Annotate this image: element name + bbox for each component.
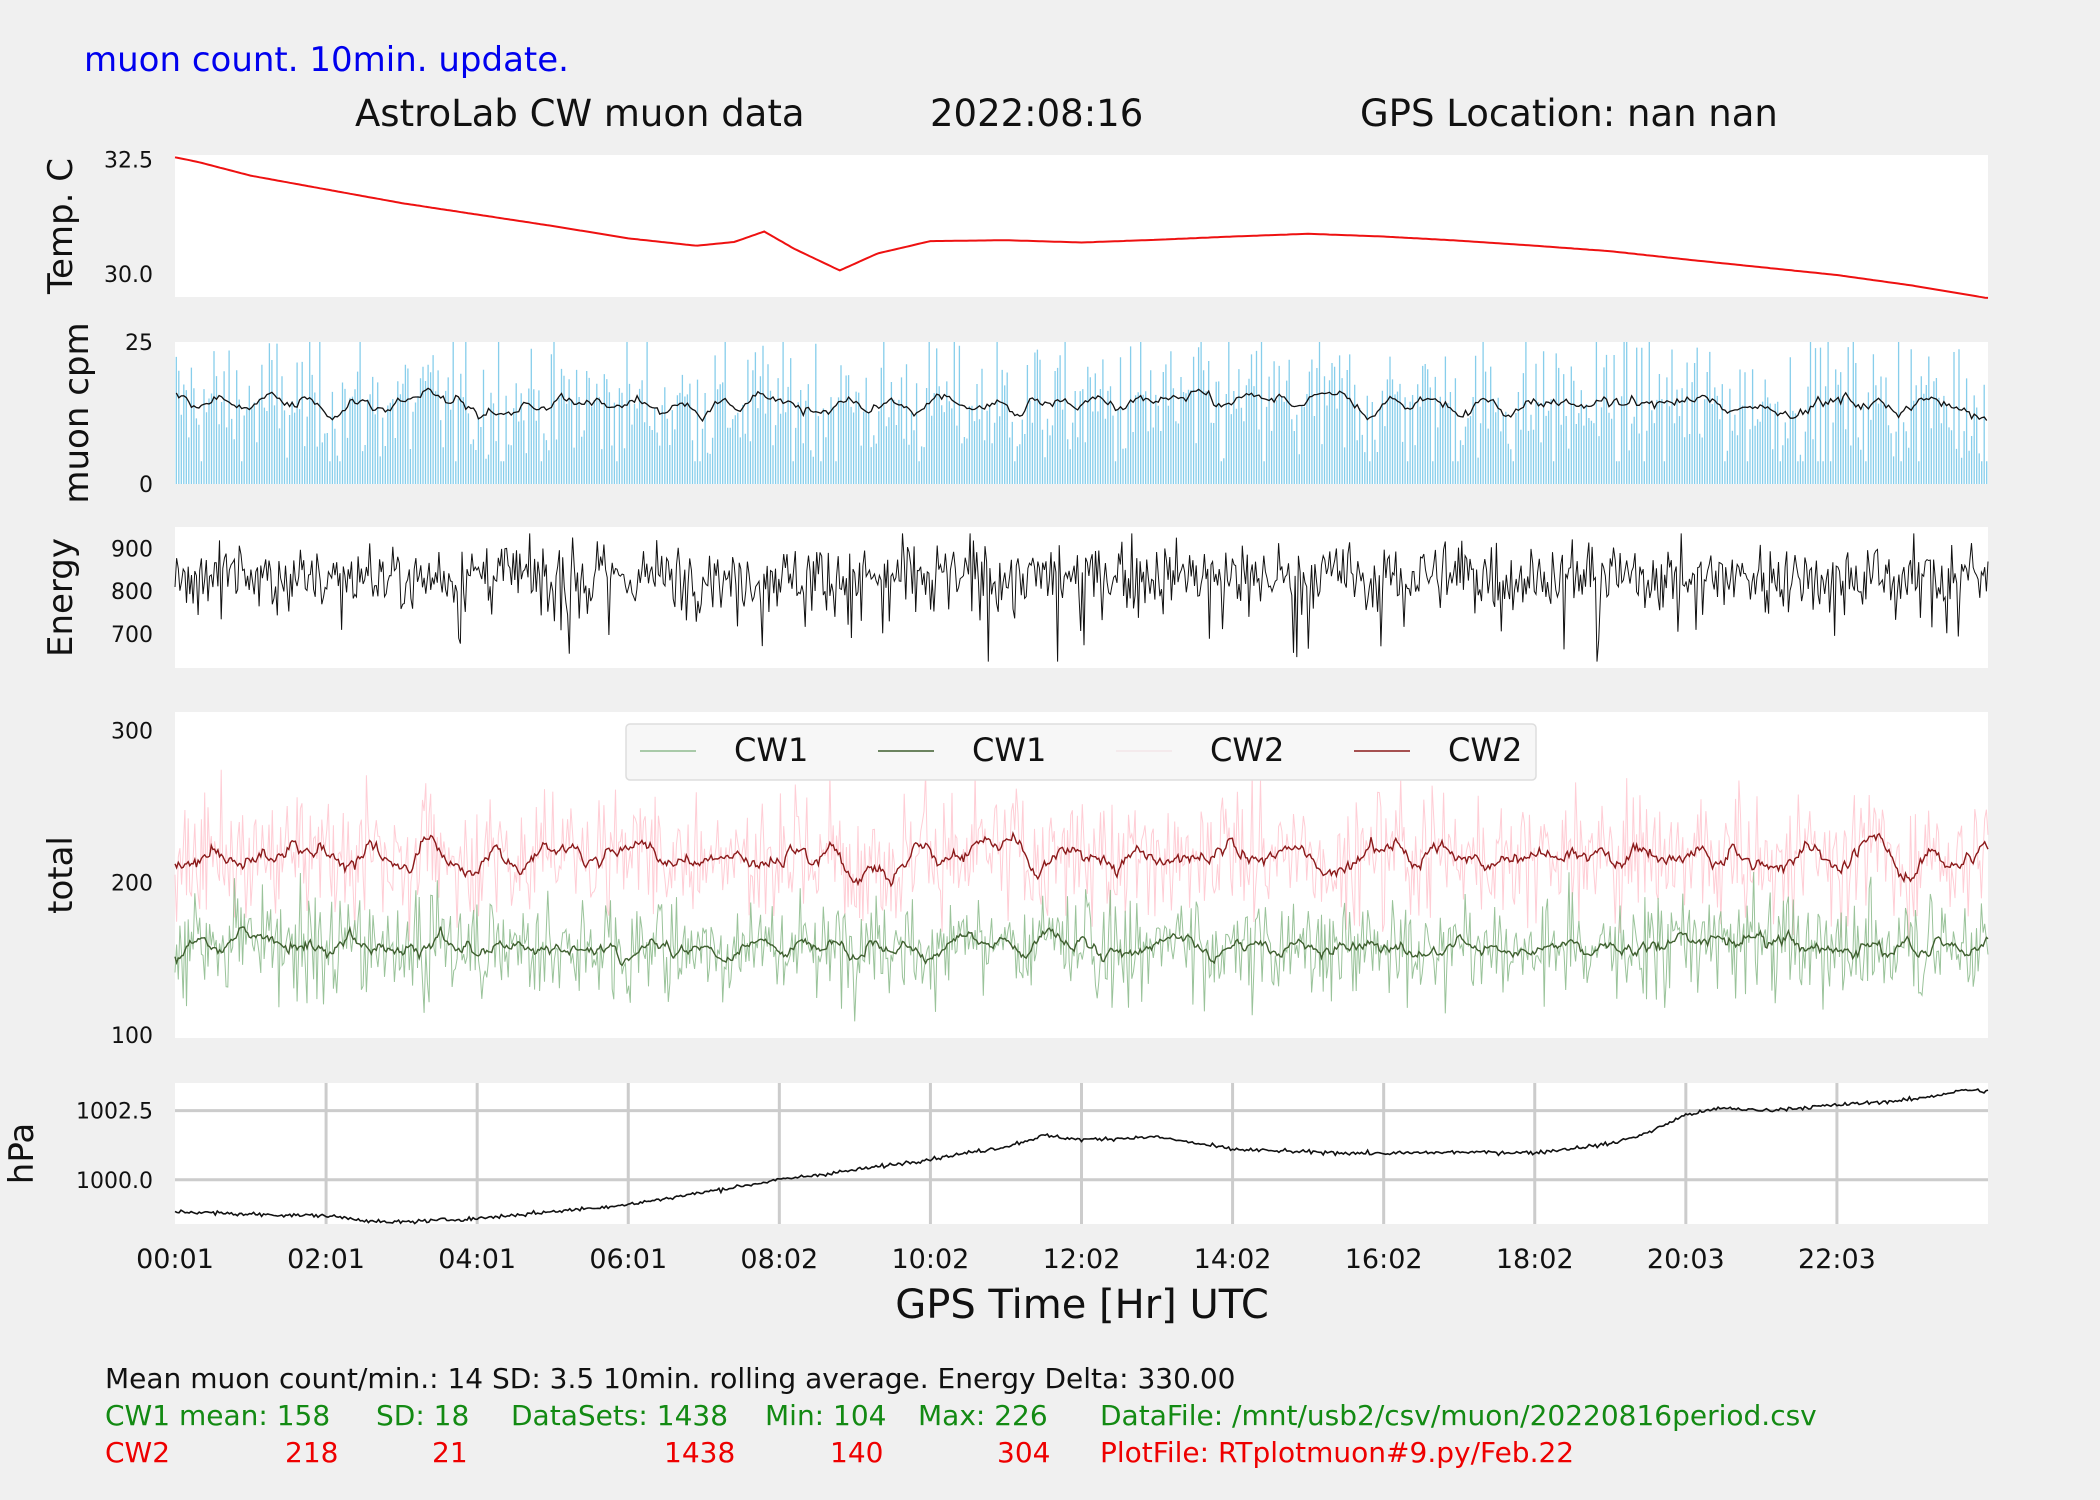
cw1-raw-line — [174, 871, 1989, 1022]
x-tick-label: 04:01 — [438, 1244, 516, 1275]
temperature-line — [174, 156, 1989, 299]
x-tick-label: 20:03 — [1647, 1244, 1725, 1275]
legend-cw1-avg-label: CW1 — [972, 731, 1046, 769]
y-tick-label: 0 — [139, 473, 153, 498]
plotfile-name: PlotFile: RTplotmuon#9.py/Feb.22 — [1100, 1436, 1575, 1469]
x-tick-label: 08:02 — [740, 1244, 818, 1275]
x-axis-label: GPS Time [Hr] UTC — [895, 1282, 1269, 1328]
y-tick-label: 200 — [111, 872, 153, 897]
muon-cpm-bars — [175, 342, 1988, 484]
datafile-path: DataFile: /mnt/usb2/csv/muon/20220816per… — [1100, 1399, 1817, 1432]
cw1-datasets: DataSets: 1438 — [511, 1399, 729, 1432]
panel-muon-cpm-plot-area — [175, 342, 1988, 484]
cw2-min: 140 — [830, 1436, 884, 1469]
cw1-rolling-average-line — [174, 925, 1989, 967]
y-tick-label: 800 — [111, 580, 153, 605]
x-tick-label: 06:01 — [589, 1244, 667, 1275]
y-tick-label: 32.5 — [104, 149, 153, 174]
cw2-sd: 21 — [432, 1436, 468, 1469]
x-tick-label: 02:01 — [287, 1244, 365, 1275]
gps-location: GPS Location: nan nan — [1360, 92, 1778, 135]
y-tick-label: 700 — [111, 623, 153, 648]
stats-summary: Mean muon count/min.: 14 SD: 3.5 10min. … — [105, 1362, 1236, 1395]
x-tick-label: 10:02 — [892, 1244, 970, 1275]
cw2-max: 304 — [997, 1436, 1051, 1469]
cw2-raw-line — [174, 769, 1989, 944]
y-axis-label: hPa — [2, 1123, 42, 1184]
update-note: muon count. 10min. update. — [84, 40, 569, 80]
y-tick-label: 1002.5 — [76, 1100, 153, 1125]
cw1-max: Max: 226 — [918, 1399, 1048, 1432]
y-axis-label: total — [41, 836, 81, 914]
legend-cw1-raw-label: CW1 — [734, 731, 808, 769]
cw2-datasets: 1438 — [664, 1436, 736, 1469]
cw2-rolling-average-line — [174, 831, 1989, 888]
y-tick-label: 30.0 — [104, 263, 153, 288]
x-tick-label: 00:01 — [136, 1244, 214, 1275]
y-tick-label: 100 — [111, 1024, 153, 1049]
x-tick-label: 16:02 — [1345, 1244, 1423, 1275]
energy-line — [174, 533, 1989, 662]
cw2-label: CW2 — [105, 1436, 171, 1469]
cw1-sd: SD: 18 — [376, 1399, 470, 1432]
y-tick-label: 300 — [111, 719, 153, 744]
legend: CW1 CW1 CW2 CW2 — [625, 723, 1537, 781]
y-axis-label: Energy — [41, 538, 81, 657]
cw1-min: Min: 104 — [765, 1399, 887, 1432]
cw1-mean: CW1 mean: 158 — [105, 1399, 331, 1432]
x-tick-label: 18:02 — [1496, 1244, 1574, 1275]
stats-cw2-row: CW2 218 21 1438 140 304 PlotFile: RTplot… — [0, 1436, 2100, 1472]
muon-cpm-rolling-average-line — [175, 387, 1988, 423]
y-axis-label: Temp. C — [41, 158, 81, 295]
pressure-line — [174, 1088, 1989, 1225]
y-axis-label: muon cpm — [57, 322, 97, 503]
x-tick-label: 14:02 — [1194, 1244, 1272, 1275]
stats-cw1-row: CW1 mean: 158 SD: 18 DataSets: 1438 Min:… — [0, 1399, 2100, 1435]
x-tick-label: 12:02 — [1043, 1244, 1121, 1275]
y-tick-label: 1000.0 — [76, 1169, 153, 1194]
legend-cw2-avg-label: CW2 — [1448, 731, 1522, 769]
legend-cw2-raw-label: CW2 — [1210, 731, 1284, 769]
y-tick-label: 900 — [111, 537, 153, 562]
cw2-mean: 218 — [285, 1436, 339, 1469]
y-tick-label: 25 — [125, 331, 153, 356]
chart-title: AstroLab CW muon data — [355, 92, 805, 135]
panel-temperature-plot-area — [175, 155, 1988, 297]
chart-date: 2022:08:16 — [930, 92, 1144, 135]
x-tick-label: 22:03 — [1798, 1244, 1876, 1275]
legend-box — [625, 723, 1537, 781]
